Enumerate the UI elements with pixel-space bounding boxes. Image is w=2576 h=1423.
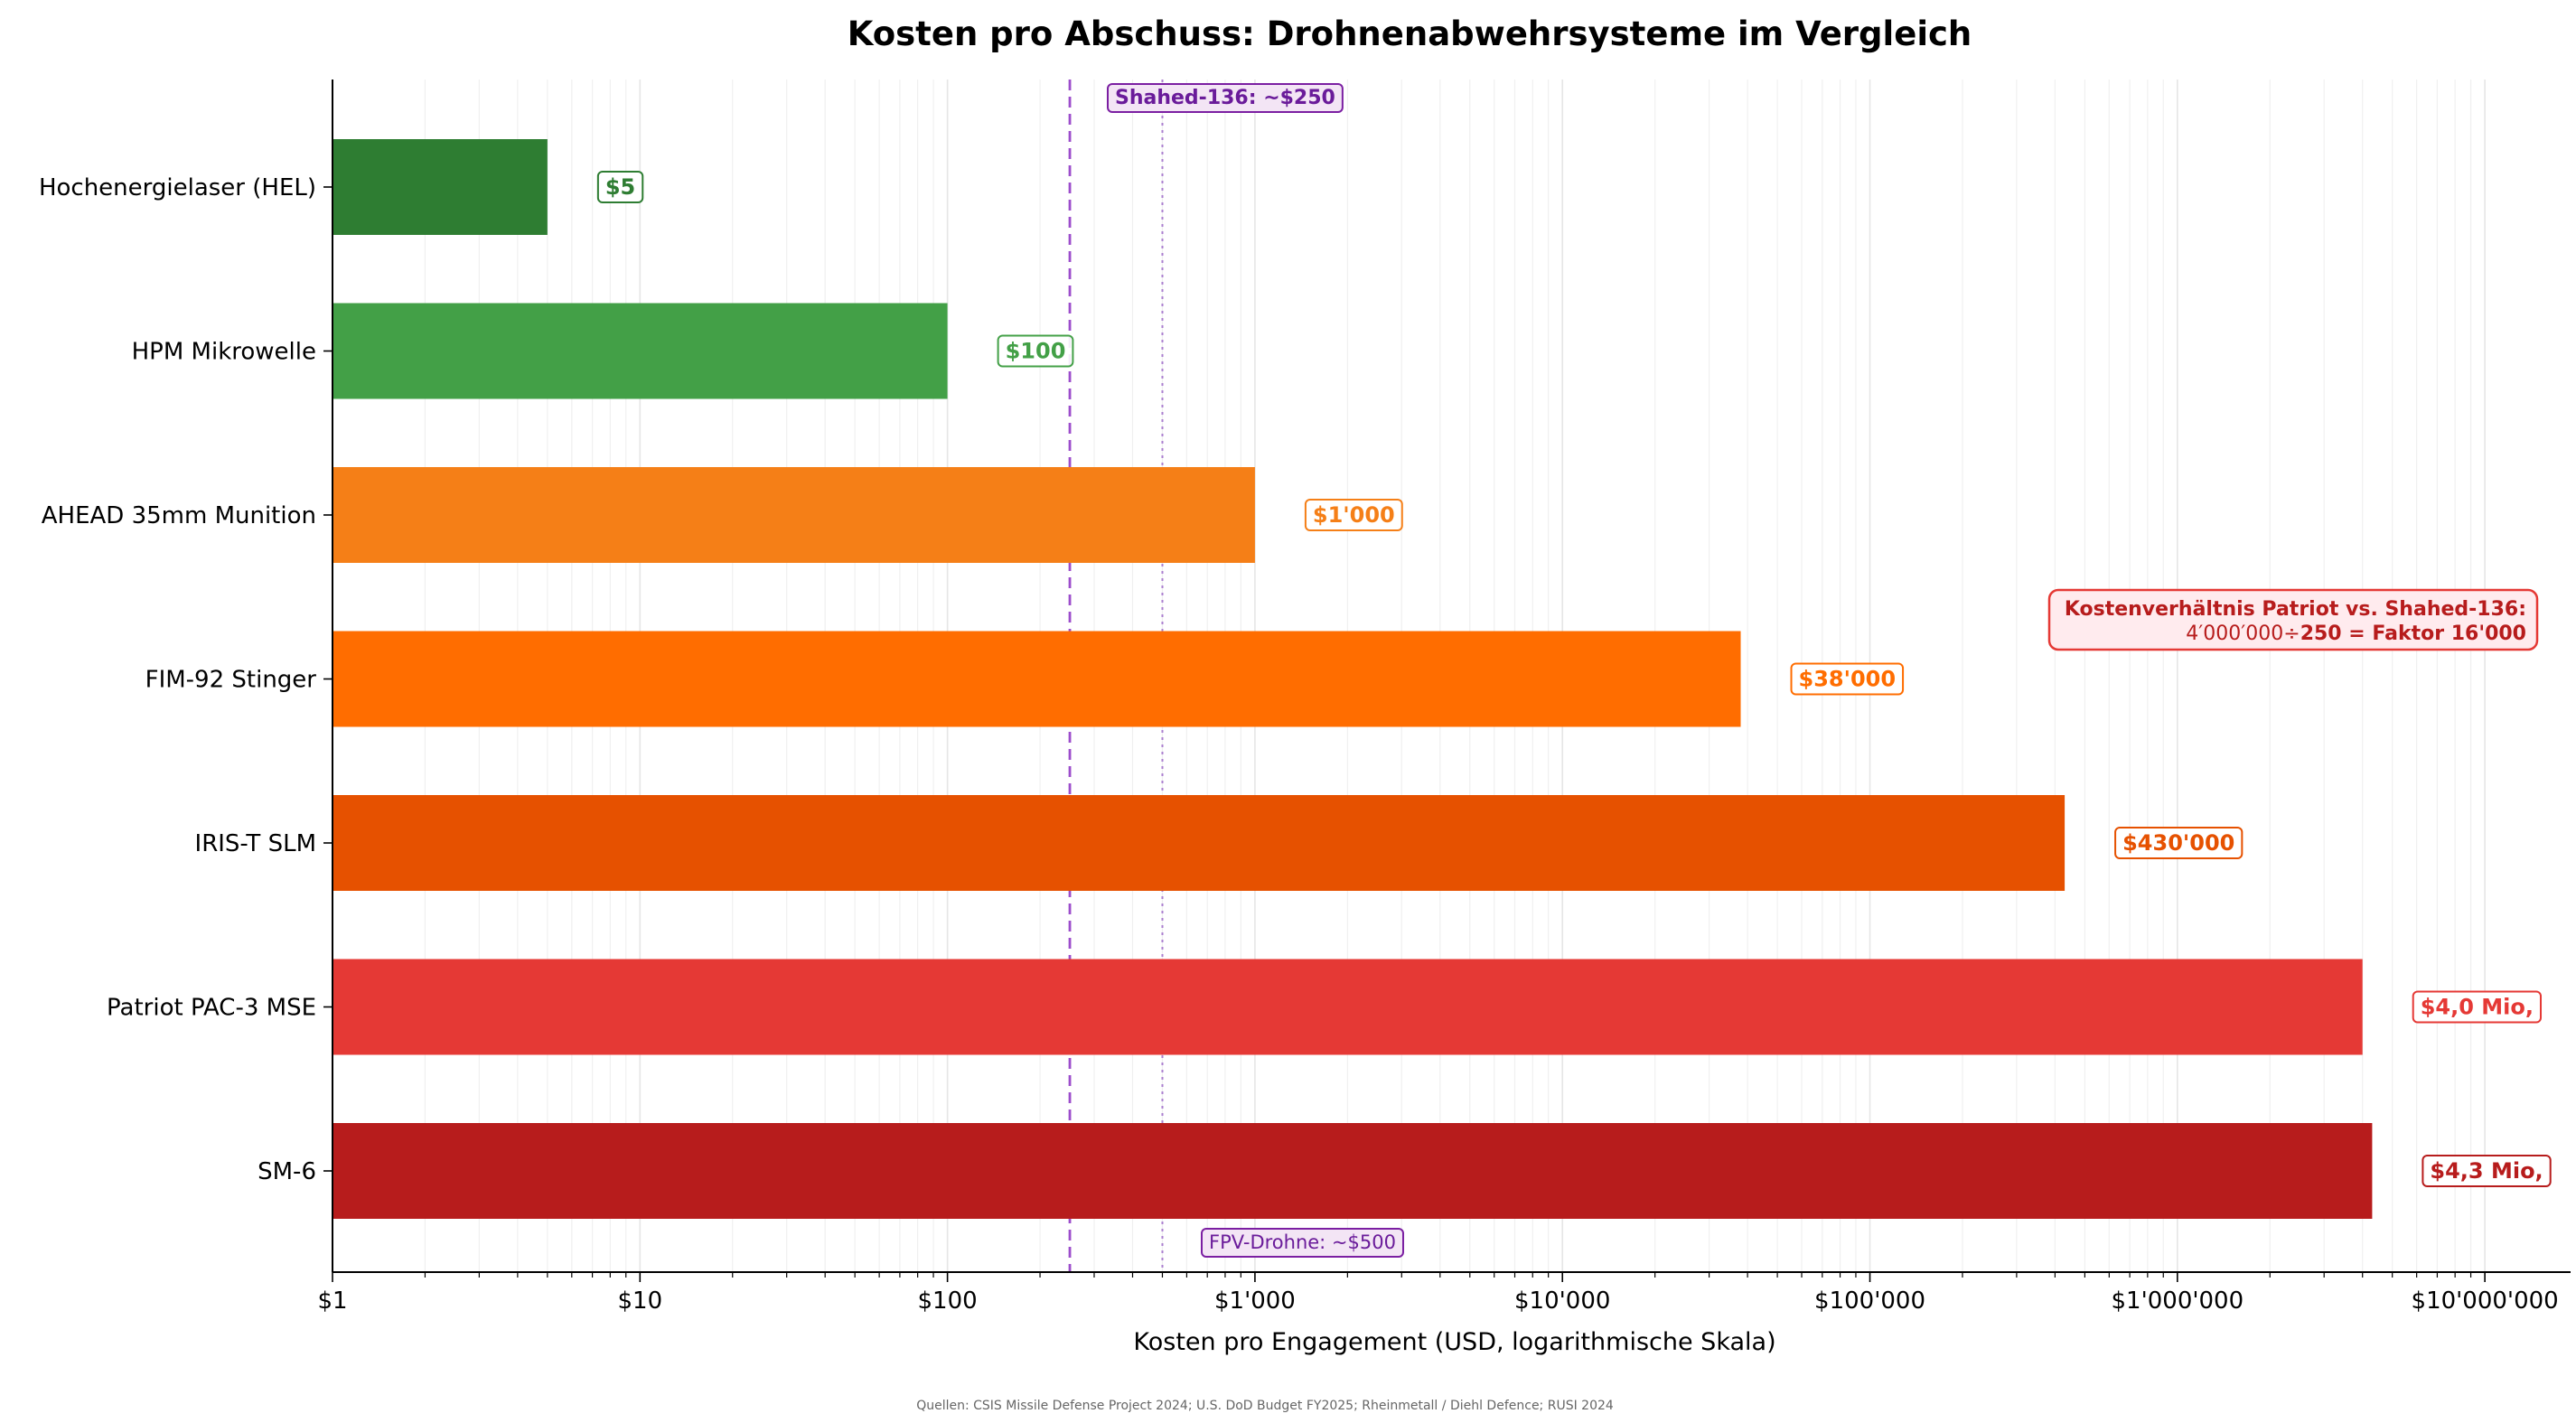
x-axis-label: Kosten pro Engagement (USD, logarithmisc…	[1133, 1328, 1775, 1356]
value-label: $1'000	[1313, 502, 1395, 528]
value-label-box	[2421, 1155, 2552, 1187]
value-label: $430'000	[2122, 830, 2234, 856]
reference-line-label-box	[1107, 83, 1344, 113]
bar	[333, 1123, 2373, 1219]
x-tick-label: $100'000	[1814, 1287, 1925, 1315]
bar	[333, 303, 948, 399]
footer-sources: Quellen: CSIS Missile Defense Project 20…	[916, 1399, 1614, 1413]
reference-line-label: FPV-Drohne: ~$500	[1209, 1231, 1396, 1253]
axes: $1 $10 $100 $1'000 $10'000 $100'000 $1'000'000…	[39, 80, 2571, 1315]
x-tick-label: $100	[918, 1287, 978, 1315]
y-tick-label: Patriot PAC-3 MSE	[107, 995, 316, 1022]
bar	[333, 467, 1255, 563]
chart-title: Kosten pro Abschuss: Drohnenabwehrsystem…	[848, 14, 1972, 53]
value-label-box	[596, 171, 644, 203]
annotation-line2a: 4′000′000÷	[2186, 623, 2300, 645]
x-tick-label: $1'000'000	[2112, 1287, 2244, 1315]
value-label: $38'000	[1799, 667, 1897, 692]
annotation-line1: Kostenverhältnis Patriot vs. Shahed-136:	[2065, 598, 2526, 621]
value-label-box	[1304, 499, 1403, 531]
value-label: $4,0 Mio,	[2421, 995, 2534, 1020]
value-label-box	[2412, 990, 2543, 1024]
reference-lines: Shahed-136: ~$250 FPV-Drohne: ~$500	[1068, 80, 1404, 1272]
bars: $5 $100 $1'000 $38'000 $430'000 $4,0 Mio, $4,3…	[333, 139, 2552, 1219]
reference-line-label: Shahed-136: ~$250	[1115, 87, 1335, 109]
y-tick-label: AHEAD 35mm Munition	[42, 502, 316, 529]
x-tick-label: $1'000	[1214, 1287, 1296, 1315]
annotation-line2b: 250 = Faktor 16'000	[2300, 623, 2526, 645]
value-label-box	[2114, 827, 2243, 859]
y-tick-label: Hochenergielaser (HEL)	[39, 174, 316, 201]
annotation-line2: 4′000′000÷250 = Faktor 16'000	[2186, 623, 2526, 645]
y-tick-label: SM-6	[258, 1158, 316, 1185]
annotation-box	[2047, 588, 2539, 651]
bar	[333, 139, 548, 235]
x-tick-label: $10'000	[1514, 1287, 1610, 1315]
bar	[333, 631, 1741, 727]
x-tick-label: $10	[617, 1287, 662, 1315]
y-tick-label: IRIS-T SLM	[195, 830, 316, 857]
x-tick-label: $10'000'000	[2412, 1287, 2559, 1315]
value-label-box	[997, 334, 1074, 368]
reference-line-label-box	[1201, 1228, 1404, 1258]
y-tick-label: FIM-92 Stinger	[145, 667, 317, 694]
bar	[333, 959, 2363, 1055]
value-label-box	[1790, 662, 1905, 696]
y-tick-label: HPM Mikrowelle	[132, 339, 316, 366]
x-tick-label: $1	[317, 1287, 347, 1315]
value-label: $100	[1006, 339, 1066, 364]
value-label: $5	[605, 174, 635, 200]
bar	[333, 795, 2065, 891]
ratio-annotation: Kostenverhältnis Patriot vs. Shahed-136:…	[2047, 588, 2539, 651]
value-label: $4,3 Mio,	[2430, 1158, 2543, 1184]
